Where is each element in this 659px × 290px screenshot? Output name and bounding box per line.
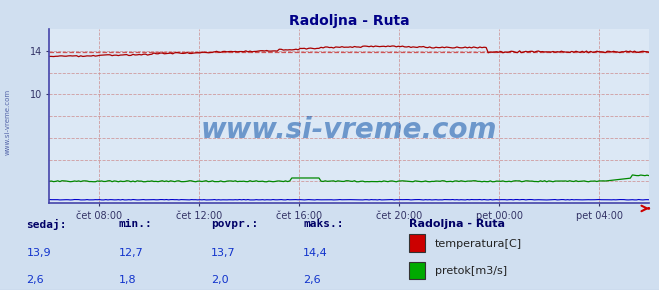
Text: www.si-vreme.com: www.si-vreme.com: [5, 89, 11, 155]
Text: 14,4: 14,4: [303, 248, 328, 258]
Bar: [409, 234, 425, 252]
Text: 13,9: 13,9: [26, 248, 51, 258]
Text: temperatura[C]: temperatura[C]: [435, 239, 522, 249]
Text: 2,6: 2,6: [303, 276, 321, 285]
Text: 2,0: 2,0: [211, 276, 229, 285]
Text: sedaj:: sedaj:: [26, 219, 67, 230]
Text: 2,6: 2,6: [26, 276, 44, 285]
Text: min.:: min.:: [119, 219, 152, 229]
Text: 1,8: 1,8: [119, 276, 136, 285]
Bar: [409, 262, 425, 280]
Text: pretok[m3/s]: pretok[m3/s]: [435, 266, 507, 276]
Text: 12,7: 12,7: [119, 248, 144, 258]
Text: 13,7: 13,7: [211, 248, 235, 258]
Text: povpr.:: povpr.:: [211, 219, 258, 229]
Text: maks.:: maks.:: [303, 219, 343, 229]
Title: Radoljna - Ruta: Radoljna - Ruta: [289, 14, 410, 28]
Text: www.si-vreme.com: www.si-vreme.com: [201, 116, 498, 144]
Text: Radoljna - Ruta: Radoljna - Ruta: [409, 219, 505, 229]
